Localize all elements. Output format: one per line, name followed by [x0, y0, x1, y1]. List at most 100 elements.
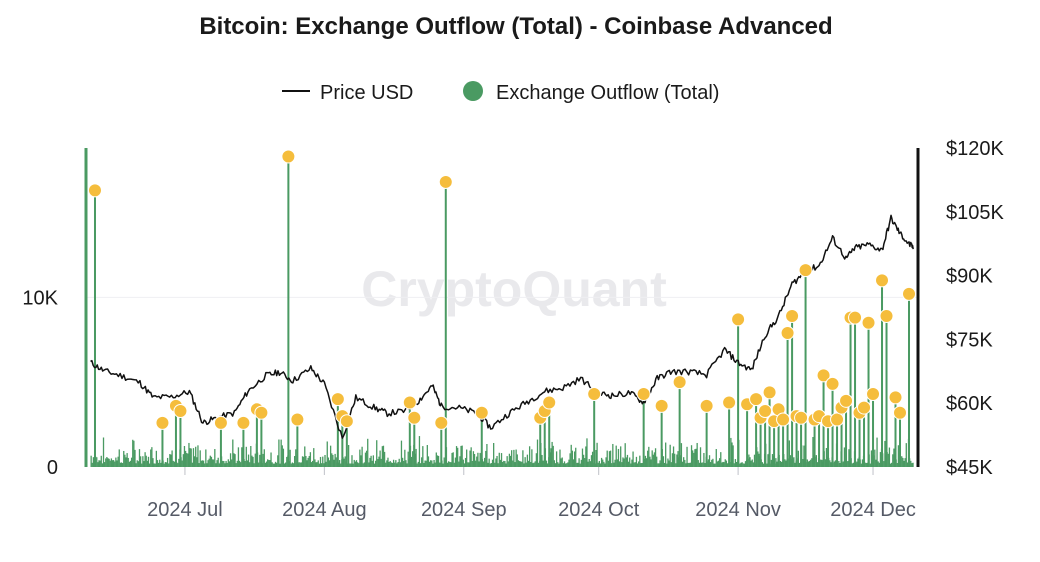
outflow-bar	[99, 460, 101, 467]
outflow-bar	[704, 463, 706, 467]
outflow-bar	[298, 462, 300, 467]
outflow-spike-marker	[794, 410, 809, 425]
outflow-bar	[776, 461, 778, 467]
outflow-spike-marker	[776, 412, 791, 427]
x-tick-label: 2024 Nov	[695, 499, 781, 521]
right-tick-label: $120K	[946, 138, 1004, 160]
outflow-bar	[435, 452, 437, 467]
outflow-bar	[187, 453, 189, 467]
outflow-bar	[720, 452, 722, 467]
outflow-spike-bar	[660, 405, 663, 467]
legend-outflow-dot-icon	[463, 81, 483, 101]
outflow-bar	[190, 448, 192, 467]
outflow-bar	[707, 459, 710, 467]
outflow-spike-bar	[885, 315, 888, 467]
outflow-spike-bar	[678, 382, 681, 467]
outflow-bar	[887, 453, 889, 467]
outflow-spike-marker	[893, 405, 908, 420]
outflow-bar	[310, 462, 313, 467]
outflow-bar	[381, 446, 383, 467]
outflow-bar	[148, 463, 151, 467]
outflow-bar	[222, 460, 224, 467]
outflow-bar	[299, 462, 301, 467]
outflow-bar	[568, 459, 570, 467]
outflow-bar	[624, 443, 626, 467]
outflow-bar	[462, 459, 464, 467]
outflow-bar	[692, 450, 694, 467]
outflow-bar	[356, 462, 359, 467]
outflow-bar	[645, 458, 648, 467]
outflow-bar	[640, 463, 642, 467]
outflow-spike-marker	[173, 404, 188, 419]
outflow-bar	[423, 463, 425, 467]
outflow-bar	[546, 463, 549, 467]
outflow-bar	[118, 449, 120, 467]
outflow-bar	[363, 462, 366, 467]
outflow-spike-marker	[875, 273, 890, 288]
outflow-bar	[379, 450, 381, 467]
outflow-bar	[370, 455, 372, 467]
outflow-bar	[463, 463, 466, 467]
outflow-bar	[697, 460, 699, 467]
outflow-bar	[145, 455, 147, 467]
outflow-bar	[752, 462, 755, 467]
outflow-bar	[865, 463, 867, 467]
price-line	[90, 214, 915, 439]
outflow-bar	[231, 459, 233, 467]
outflow-bar	[650, 459, 652, 467]
outflow-bar	[644, 455, 647, 467]
outflow-spike-bar	[786, 332, 789, 467]
outflow-bar	[415, 448, 417, 467]
outflow-bar	[349, 463, 351, 467]
outflow-bar	[572, 459, 575, 467]
outflow-bar	[614, 459, 616, 467]
outflow-bar	[454, 457, 457, 467]
outflow-bar	[254, 453, 256, 467]
outflow-bar	[611, 463, 613, 467]
outflow-bar	[816, 462, 819, 467]
outflow-bar	[675, 463, 677, 467]
outflow-bar	[743, 463, 746, 467]
outflow-bar	[373, 463, 376, 467]
outflow-bar	[272, 463, 274, 467]
outflow-bar	[101, 463, 104, 467]
outflow-bar	[452, 452, 454, 467]
outflow-bar	[486, 444, 488, 467]
outflow-bar	[383, 451, 386, 467]
outflow-bar	[155, 450, 158, 467]
outflow-bar	[208, 458, 210, 467]
outflow-bar	[523, 463, 525, 467]
outflow-spike-marker	[758, 404, 773, 419]
outflow-bar	[599, 463, 602, 467]
outflow-bar	[136, 460, 138, 467]
outflow-bar	[596, 442, 598, 467]
outflow-bar	[397, 462, 399, 467]
outflow-bar	[446, 462, 449, 467]
outflow-spike-bar	[836, 419, 839, 467]
outflow-bar	[116, 460, 118, 467]
outflow-bar	[292, 463, 295, 467]
outflow-bar	[656, 456, 658, 467]
outflow-bar	[758, 453, 760, 467]
outflow-bar	[605, 457, 607, 467]
outflow-bar	[121, 463, 124, 467]
outflow-bar	[842, 461, 844, 467]
outflow-bar	[335, 457, 337, 467]
outflow-bar	[228, 461, 231, 467]
outflow-bar	[638, 461, 640, 467]
outflow-bar	[333, 459, 335, 467]
outflow-bar	[680, 443, 683, 467]
outflow-bar	[528, 446, 531, 467]
outflow-bar	[834, 460, 837, 467]
outflow-bar	[401, 457, 404, 467]
outflow-spike-bar	[260, 412, 263, 467]
outflow-bar	[283, 463, 286, 467]
outflow-bar	[676, 454, 678, 467]
outflow-bar	[123, 450, 125, 467]
outflow-bar	[613, 462, 615, 467]
outflow-bar	[641, 462, 643, 467]
outflow-bar	[512, 460, 514, 467]
outflow-spike-bar	[795, 416, 798, 467]
outflow-bar	[365, 450, 368, 467]
